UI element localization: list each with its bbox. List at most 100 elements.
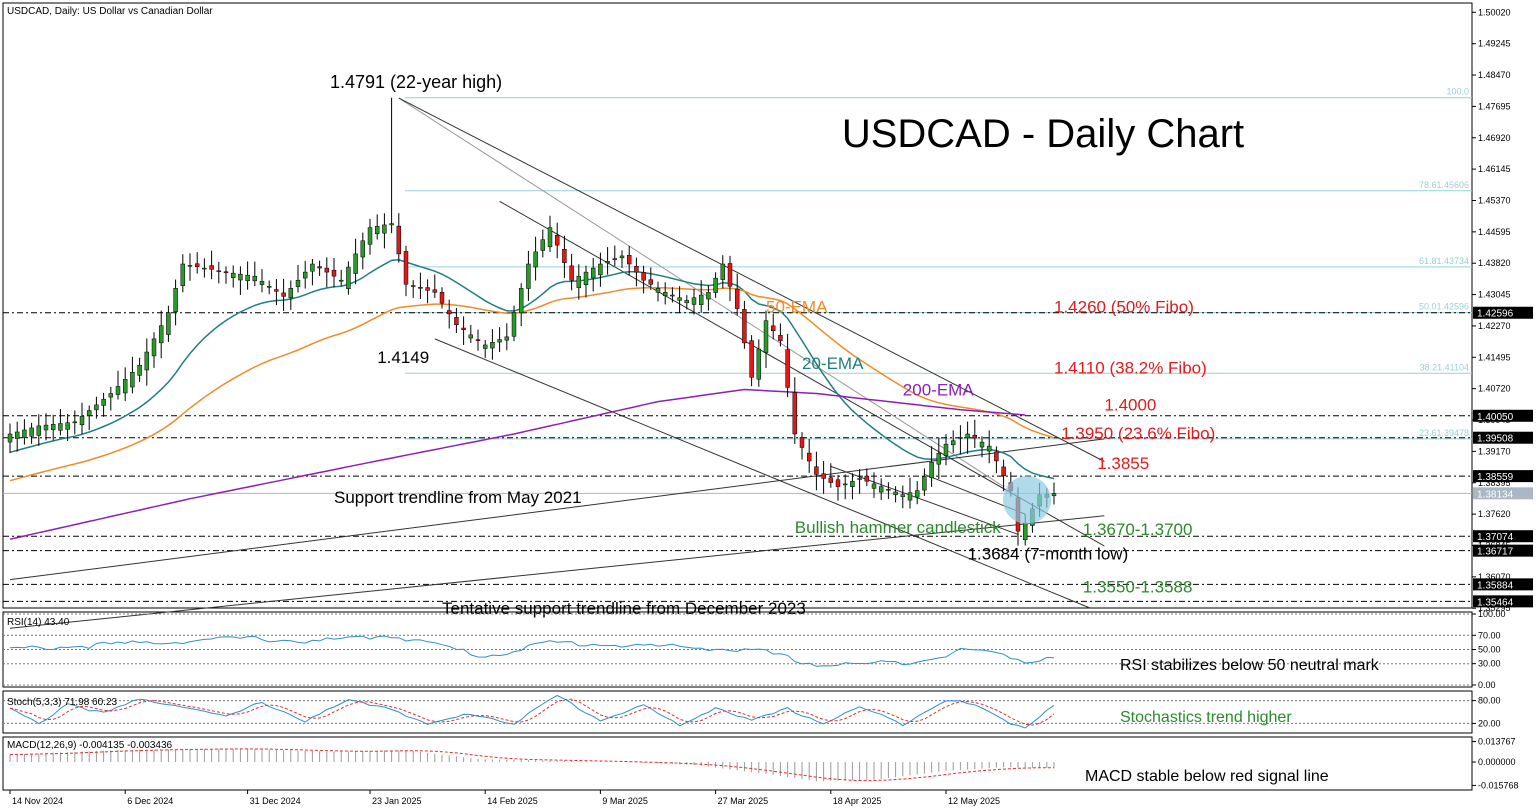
candle-body bbox=[1022, 522, 1028, 541]
candle-body bbox=[792, 392, 798, 435]
ema-line bbox=[9, 259, 1055, 480]
candle-body bbox=[936, 452, 942, 465]
candle-body bbox=[410, 285, 416, 287]
price-tick-label: 1.49245 bbox=[1478, 39, 1511, 49]
candle-body bbox=[634, 266, 639, 273]
candle-body bbox=[259, 280, 265, 285]
candle-body bbox=[677, 297, 682, 301]
chart-annotation: Bullish hammer candlestick bbox=[795, 518, 1001, 537]
candle-body bbox=[533, 251, 538, 268]
candle-body bbox=[828, 477, 834, 483]
chart-annotation: 1.4110 (38.2% Fibo) bbox=[1054, 358, 1207, 377]
time-axis-layer: 14 Nov 2024 6 Dec 2024 31 Dec 2024 23 Jan 2… bbox=[9, 790, 1000, 806]
chart-annotation: 1.4000 bbox=[1104, 396, 1156, 415]
price-tick-label: 1.46920 bbox=[1478, 133, 1511, 143]
candle-body bbox=[785, 349, 790, 388]
level-tag bbox=[1473, 409, 1533, 422]
candle-body bbox=[684, 300, 690, 304]
candle-body bbox=[583, 271, 589, 285]
trendline bbox=[398, 97, 1105, 462]
candle-body bbox=[706, 292, 711, 300]
candle-body bbox=[461, 327, 466, 331]
chart-title: USDCAD - Daily Chart bbox=[842, 112, 1244, 156]
candle-body bbox=[691, 297, 697, 305]
price-axis-layer: 1.50020 1.49245 1.48470 1.47695 1.46920 1.461… bbox=[1472, 7, 1533, 613]
candle-body bbox=[7, 433, 13, 443]
price-tick-label: 1.47695 bbox=[1478, 101, 1511, 111]
candle-body bbox=[756, 348, 762, 380]
candle-body bbox=[209, 265, 214, 270]
candle-body bbox=[576, 275, 582, 288]
chart-annotation: Support trendline from May 2021 bbox=[334, 488, 582, 507]
candle-body bbox=[835, 479, 841, 487]
candle-body bbox=[94, 404, 99, 411]
candle-body bbox=[432, 289, 438, 293]
candle-body bbox=[122, 379, 128, 394]
level-tag bbox=[1473, 595, 1533, 608]
level-tag-label: 1.39508 bbox=[1477, 434, 1514, 445]
candle-body bbox=[943, 443, 949, 456]
price-tick-label: 1.36070 bbox=[1478, 572, 1511, 582]
candle-body bbox=[770, 325, 776, 332]
candle-body bbox=[374, 225, 380, 235]
candles-layer bbox=[7, 97, 1057, 546]
candle-body bbox=[22, 429, 27, 438]
chart-annotation: 1.3950 (23.6% Fibo) bbox=[1061, 424, 1215, 443]
time-tick-label: 6 Dec 2024 bbox=[127, 796, 173, 806]
indicator-line bbox=[9, 635, 1055, 667]
chart-annotation: 20-EMA bbox=[802, 354, 864, 373]
macd-tick-label: -0.015768 bbox=[1478, 780, 1519, 790]
chart-annotation: 1.3855 bbox=[1097, 454, 1149, 473]
trendline bbox=[9, 515, 1105, 629]
candle-body bbox=[454, 317, 459, 325]
candle-body bbox=[540, 239, 546, 251]
candle-body bbox=[590, 267, 596, 279]
time-tick-label: 14 Nov 2024 bbox=[12, 796, 63, 806]
candle-body bbox=[986, 445, 992, 452]
level-tag-label: 1.38559 bbox=[1477, 472, 1514, 483]
candle-body bbox=[727, 263, 733, 287]
macd-layer: 0.013767 0.000000 -0.015768 bbox=[9, 737, 1519, 790]
candle-body bbox=[648, 279, 654, 285]
trendline bbox=[434, 338, 1091, 609]
candle-body bbox=[144, 351, 150, 371]
candle-body bbox=[871, 483, 877, 489]
price-pane-frame bbox=[2, 2, 1473, 609]
candle-body bbox=[922, 476, 927, 491]
candle-body bbox=[857, 478, 862, 480]
level-tag bbox=[1473, 544, 1533, 557]
candle-body bbox=[598, 263, 603, 276]
candle-body bbox=[418, 286, 423, 289]
level-tag-label: 1.35884 bbox=[1477, 580, 1514, 591]
candle-body bbox=[742, 309, 747, 344]
candle-body bbox=[295, 279, 301, 287]
macd-tick-label: 0.013767 bbox=[1478, 737, 1516, 747]
candle-body bbox=[749, 340, 754, 378]
level-tag-label: 1.42596 bbox=[1477, 309, 1514, 320]
candle-body bbox=[972, 435, 978, 439]
fibo-label: 23.61.39478 bbox=[1419, 428, 1469, 438]
candle-body bbox=[547, 227, 553, 248]
stoch-comment: Stochastics trend higher bbox=[1120, 709, 1292, 726]
candle-body bbox=[346, 266, 351, 290]
candle-body bbox=[216, 270, 222, 273]
candle-body bbox=[151, 338, 157, 357]
rsi-layer: 100.00 70.00 50.00 30.00 0.00 bbox=[3, 609, 1506, 690]
candle-body bbox=[202, 267, 207, 270]
candle-body bbox=[504, 336, 510, 341]
macd-comment: MACD stable below red signal line bbox=[1085, 768, 1329, 785]
fibo-label: 100.0 bbox=[1446, 87, 1469, 97]
candle-body bbox=[86, 410, 92, 416]
candle-body bbox=[403, 251, 409, 285]
candle-body bbox=[626, 254, 632, 265]
chart-annotation: 1.4149 bbox=[377, 348, 429, 367]
stoch-label: Stoch(5,3,3) 71.98 60.23 bbox=[7, 697, 118, 708]
candle-body bbox=[994, 451, 999, 462]
fibo-label: 78.61.45606 bbox=[1419, 180, 1469, 190]
chart-annotation: 1.3670-1.3700 bbox=[1083, 520, 1193, 539]
candle-body bbox=[425, 287, 430, 291]
price-tick-label: 1.43820 bbox=[1478, 258, 1511, 268]
indicator-tick-label: 80.00 bbox=[1478, 696, 1501, 706]
candle-body bbox=[511, 312, 517, 337]
